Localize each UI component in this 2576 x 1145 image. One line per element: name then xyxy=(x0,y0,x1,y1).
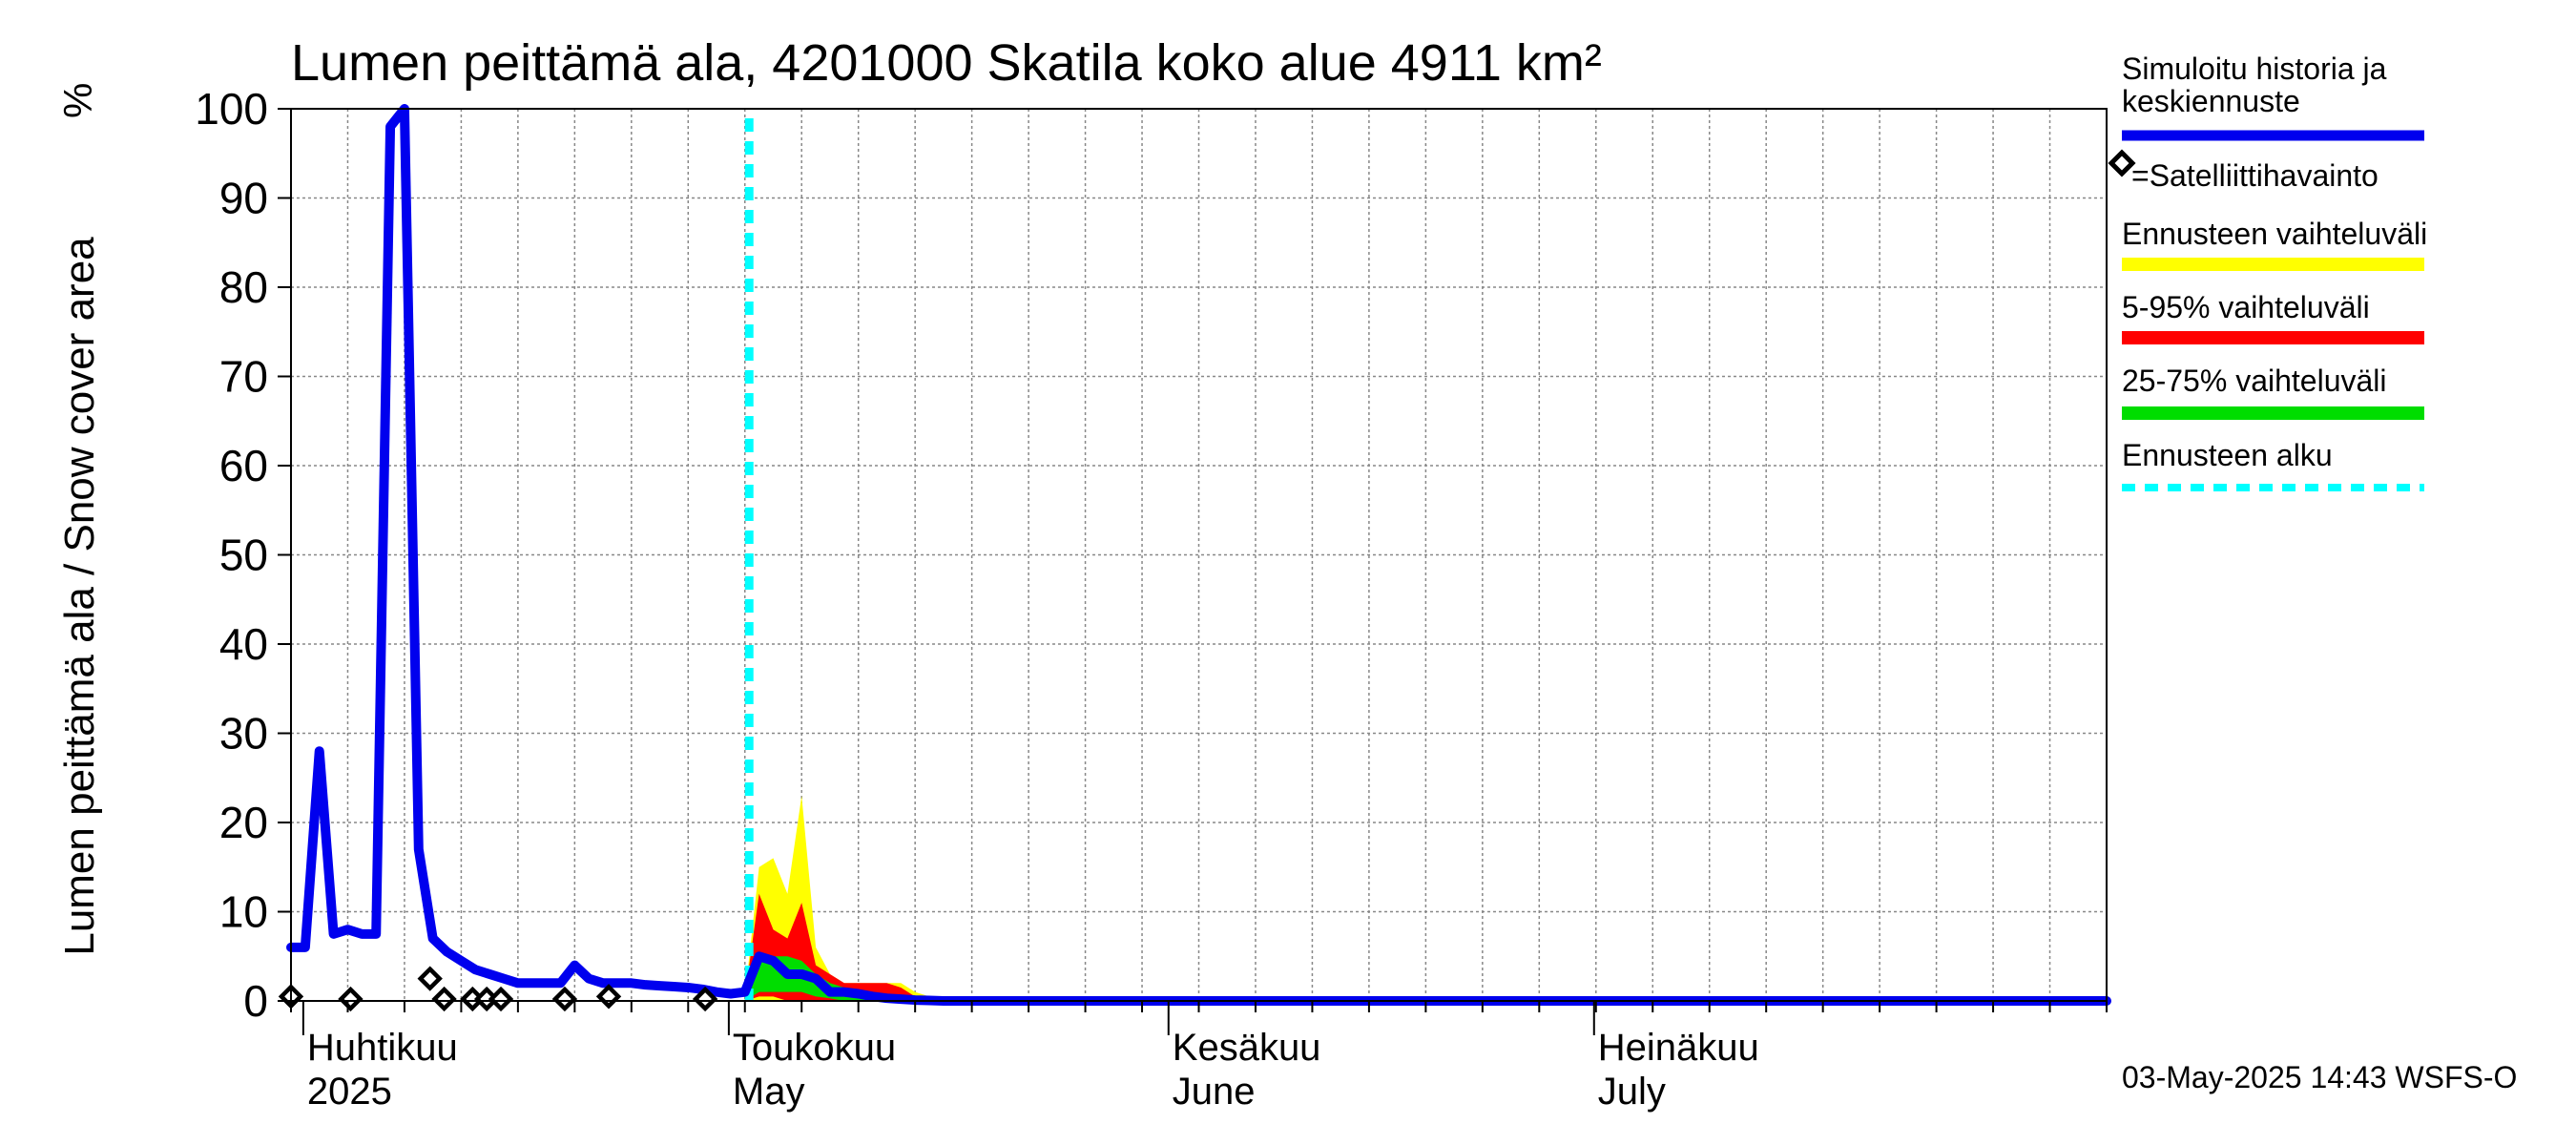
y-tick-label: 90 xyxy=(219,174,268,223)
y-tick-label: 100 xyxy=(195,84,268,134)
chart-title: Lumen peittämä ala, 4201000 Skatila koko… xyxy=(291,34,1602,92)
y-tick-label: 40 xyxy=(219,619,268,669)
satellite-observation-marker xyxy=(338,986,364,1012)
legend-p5-95-label: 5-95% vaihteluväli xyxy=(2122,290,2370,324)
series-lines xyxy=(286,104,2111,1006)
legend-history-label-2: keskiennuste xyxy=(2122,84,2300,118)
legend-history-label-1: Simuloitu historia ja xyxy=(2122,52,2387,86)
y-tick-label: 70 xyxy=(219,352,268,402)
satellite-observation-marker xyxy=(692,986,718,1012)
legend-range-label: Ennusteen vaihteluväli xyxy=(2122,217,2427,251)
y-tick-label: 20 xyxy=(219,798,268,847)
legend-satellite-marker xyxy=(2108,149,2136,177)
legend-satellite-label: =Satelliittihavainto xyxy=(2131,158,2379,193)
y-axis-label: Lumen peittämä ala / Snow cover area xyxy=(56,237,103,956)
x-month-label: Huhtikuu xyxy=(307,1027,458,1069)
x-month-label: Kesäkuu xyxy=(1173,1027,1321,1069)
x-month-label: Heinäkuu xyxy=(1598,1027,1759,1069)
satellite-observation-marker xyxy=(417,966,443,991)
satellite-observation-marker xyxy=(595,984,622,1010)
x-month-label: Toukokuu xyxy=(733,1027,896,1069)
y-tick-label: 80 xyxy=(219,262,268,312)
y-tick-label: 30 xyxy=(219,709,268,759)
satellite-markers xyxy=(278,966,718,1012)
x-month-label-secondary: July xyxy=(1598,1071,1666,1113)
satellite-observation-marker xyxy=(431,986,457,1012)
satellite-observation-marker xyxy=(488,986,514,1012)
history-series-line xyxy=(286,104,2111,1006)
p25-75-band xyxy=(744,956,930,1001)
legend-p25-75-label: 25-75% vaihteluväli xyxy=(2122,364,2387,398)
x-month-label-secondary: 2025 xyxy=(307,1071,392,1113)
legend: Simuloitu historia ja keskiennuste =Sate… xyxy=(2108,52,2427,491)
timestamp: 03-May-2025 14:43 WSFS-O xyxy=(2122,1060,2517,1094)
x-month-label-secondary: May xyxy=(733,1071,805,1113)
y-tick-label: 10 xyxy=(219,887,268,937)
satellite-observation-marker xyxy=(551,986,578,1012)
y-tick-label: 60 xyxy=(219,441,268,490)
y-axis: 0 10 20 30 40 50 60 70 80 90 100 xyxy=(195,84,291,1026)
x-month-label-secondary: June xyxy=(1173,1071,1256,1113)
legend-forecast-start-label: Ennusteen alku xyxy=(2122,438,2333,472)
y-axis-unit: % xyxy=(55,83,100,118)
y-tick-label: 0 xyxy=(243,976,268,1026)
y-tick-label: 50 xyxy=(219,531,268,580)
grid xyxy=(290,108,2108,1002)
